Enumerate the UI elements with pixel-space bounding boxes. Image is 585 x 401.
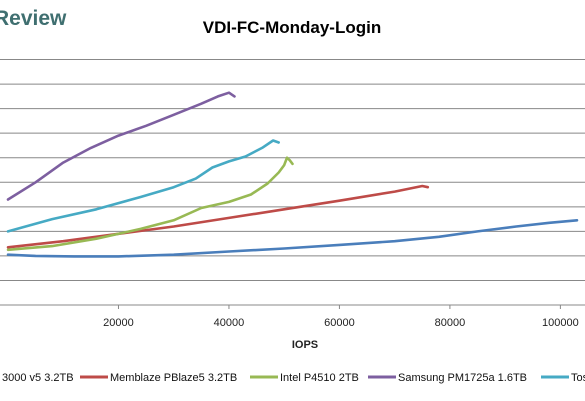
x-tick-label-80000: 80000 xyxy=(435,317,466,329)
series-line-1 xyxy=(6,184,430,249)
chart-title: VDI-FC-Monday-Login xyxy=(203,18,381,37)
gridlines xyxy=(0,59,585,306)
x-tick-label-40000: 40000 xyxy=(214,317,245,329)
legend-label-4: Tos xyxy=(571,372,585,384)
series-line-3 xyxy=(6,91,236,201)
brand-logo-text: Review xyxy=(0,7,67,30)
series-line-2 xyxy=(6,156,294,252)
legend-label-0: 3000 v5 3.2TB xyxy=(2,372,74,384)
x-tick-label-60000: 60000 xyxy=(324,317,355,329)
legend-label-2: Intel P4510 2TB xyxy=(280,372,359,384)
plot-area xyxy=(6,91,579,258)
series-line-4 xyxy=(6,139,280,233)
legend: 3000 v5 3.2TB Memblaze PBlaze5 3.2TB Intel… xyxy=(2,372,585,384)
legend-label-1: Memblaze PBlaze5 3.2TB xyxy=(110,372,237,384)
series-line-0 xyxy=(6,219,579,258)
x-axis-label: IOPS xyxy=(292,339,318,351)
legend-label-3: Samsung PM1725a 1.6TB xyxy=(398,372,527,384)
x-tick-label-20000: 20000 xyxy=(103,317,134,329)
x-axis-ticks: 20000 40000 60000 80000 100000 xyxy=(103,305,579,329)
x-tick-label-100000: 100000 xyxy=(542,317,579,329)
